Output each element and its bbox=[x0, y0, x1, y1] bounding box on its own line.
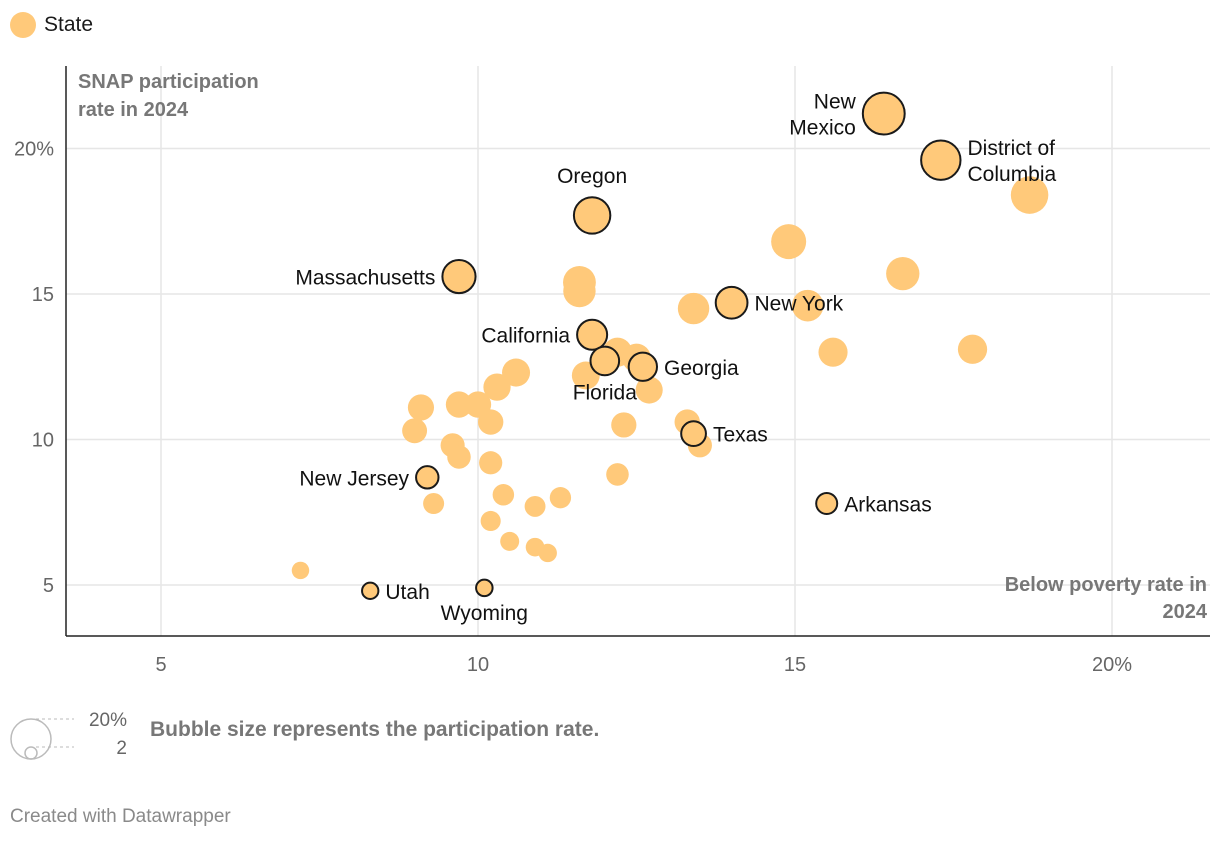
state-bubble bbox=[771, 224, 807, 260]
state-bubble-highlighted bbox=[714, 285, 749, 320]
x-tick-label: 20% bbox=[1092, 654, 1132, 676]
state-bubble bbox=[611, 412, 637, 438]
state-bubble bbox=[791, 289, 824, 322]
point-label: Texas bbox=[713, 424, 768, 447]
size-legend-small-circle bbox=[24, 746, 38, 760]
size-legend-max-label: 20% bbox=[89, 710, 127, 731]
size-legend-note: Bubble size represents the participation… bbox=[150, 718, 600, 741]
x-axis-title-line1: Below poverty rate in bbox=[1005, 574, 1207, 596]
y-tick-label: 15 bbox=[32, 284, 54, 306]
point-label: Utah bbox=[385, 581, 429, 604]
legend: State bbox=[10, 12, 93, 38]
y-tick-label: 20% bbox=[14, 139, 54, 161]
y-axis-title-line1: SNAP participation bbox=[78, 71, 259, 93]
state-bubble-highlighted bbox=[361, 581, 380, 600]
credit-footer: Created with Datawrapper bbox=[10, 806, 231, 827]
point-label: Oregon bbox=[557, 165, 627, 188]
state-bubble-highlighted bbox=[576, 318, 609, 351]
state-bubble bbox=[549, 487, 572, 509]
state-bubble bbox=[502, 358, 531, 387]
point-label: Arkansas bbox=[844, 494, 932, 517]
state-bubble bbox=[563, 274, 596, 308]
point-label: Georgia bbox=[664, 357, 739, 380]
point-label: New Mexico bbox=[789, 91, 856, 140]
state-bubble bbox=[447, 445, 471, 469]
state-bubble-highlighted bbox=[627, 351, 659, 382]
state-bubble bbox=[538, 543, 557, 563]
point-label: Massachusetts bbox=[295, 267, 435, 290]
state-bubble bbox=[402, 418, 428, 444]
y-tick-label: 10 bbox=[32, 430, 54, 452]
state-bubble bbox=[635, 376, 663, 404]
state-bubble-highlighted bbox=[861, 91, 906, 136]
state-bubble bbox=[1010, 176, 1049, 214]
state-bubble bbox=[479, 451, 503, 475]
x-tick-label: 15 bbox=[784, 654, 806, 676]
point-labels: New Mexico District of Columbia Oregon Massac… bbox=[295, 91, 1056, 626]
state-bubble-highlighted bbox=[920, 139, 962, 181]
state-bubble bbox=[886, 256, 920, 291]
size-legend: 20% 2 bbox=[10, 710, 127, 760]
state-bubble bbox=[483, 373, 511, 401]
state-bubble bbox=[445, 391, 473, 418]
state-bubble bbox=[957, 334, 988, 364]
state-bubble bbox=[500, 531, 520, 551]
state-bubble-highlighted bbox=[415, 465, 440, 490]
state-bubble bbox=[423, 493, 445, 515]
x-axis-title-line2: 2024 bbox=[1163, 601, 1208, 623]
state-bubble bbox=[677, 292, 710, 325]
legend-label-state: State bbox=[44, 13, 94, 36]
point-label: New York bbox=[754, 293, 843, 316]
state-bubble-highlighted bbox=[589, 345, 621, 377]
y-axis-title-line2: rate in 2024 bbox=[78, 99, 189, 121]
point-label: Wyoming bbox=[441, 602, 528, 625]
size-legend-min-label: 2 bbox=[116, 738, 127, 759]
x-tick-label: 10 bbox=[467, 654, 489, 676]
legend-swatch bbox=[10, 12, 36, 38]
point-label: New Jersey bbox=[299, 467, 409, 490]
state-bubble bbox=[480, 510, 501, 532]
y-tick-label: 5 bbox=[43, 575, 54, 597]
state-bubble bbox=[492, 484, 515, 506]
gridlines bbox=[66, 66, 1210, 636]
state-bubble bbox=[291, 561, 310, 580]
state-bubble bbox=[524, 495, 546, 517]
x-tick-label: 5 bbox=[155, 654, 166, 676]
state-bubble bbox=[818, 337, 848, 367]
state-bubble-highlighted bbox=[680, 420, 707, 448]
state-bubble-highlighted bbox=[815, 492, 839, 516]
point-label: California bbox=[481, 325, 570, 348]
state-bubble bbox=[477, 409, 504, 435]
state-bubble bbox=[407, 394, 435, 421]
size-legend-large-circle bbox=[10, 718, 52, 760]
point-label: District of Columbia bbox=[968, 137, 1057, 186]
state-bubble bbox=[606, 463, 629, 486]
point-label: Florida bbox=[573, 381, 638, 404]
state-bubble-highlighted bbox=[572, 196, 612, 235]
state-bubble-highlighted bbox=[441, 258, 477, 295]
state-bubble-highlighted bbox=[475, 578, 494, 598]
axis-ticks: 5 10 15 20% 5 10 15 20% bbox=[14, 139, 1132, 677]
data-points bbox=[291, 91, 1049, 600]
